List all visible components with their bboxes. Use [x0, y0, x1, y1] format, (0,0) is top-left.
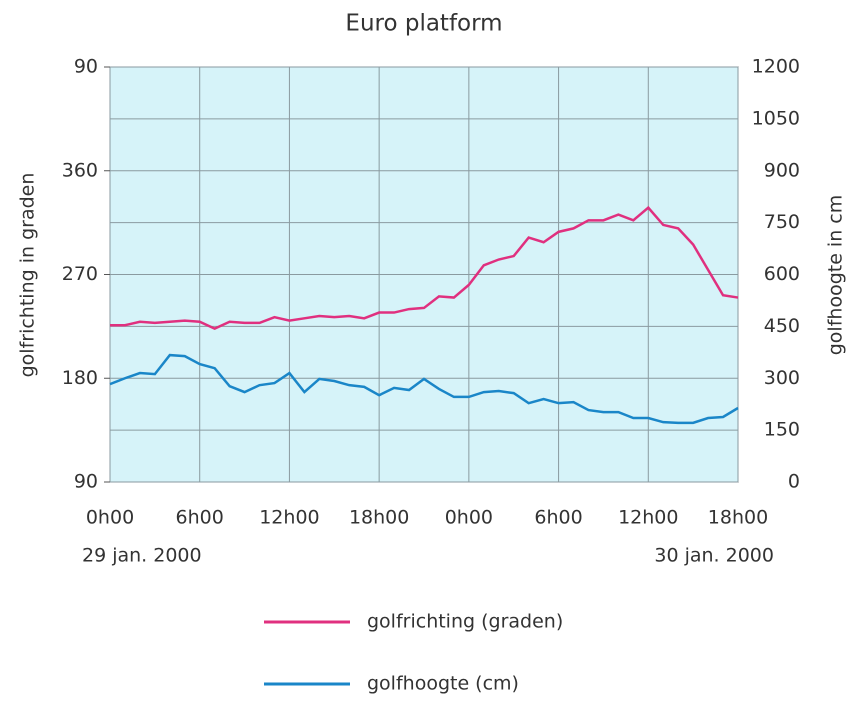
chart-title: Euro platform: [345, 11, 502, 37]
y-tick-label: 90: [74, 471, 98, 493]
date-annotation: 29 jan. 2000: [82, 545, 202, 567]
y2-tick-label: 450: [764, 315, 800, 337]
legend-label: golfrichting (graden): [367, 611, 563, 633]
y2-axis-label: golfhoogte in cm: [825, 195, 847, 356]
date-annotation: 30 jan. 2000: [654, 545, 774, 567]
y2-tick-label: 150: [764, 419, 800, 441]
x-tick-label: 18h00: [708, 507, 768, 529]
y2-tick-label: 1050: [752, 107, 800, 129]
y2-tick-label: 1200: [752, 56, 800, 78]
y-tick-label: 180: [62, 367, 98, 389]
y2-tick-label: 0: [788, 471, 800, 493]
y-tick-label: 90: [74, 56, 98, 78]
y2-tick-label: 900: [764, 159, 800, 181]
y2-tick-label: 600: [764, 263, 800, 285]
y-tick-label: 360: [62, 159, 98, 181]
x-tick-label: 6h00: [534, 507, 582, 529]
y-axis-label: golfrichting in graden: [17, 173, 39, 378]
x-tick-label: 12h00: [259, 507, 319, 529]
y-tick-label: 270: [62, 263, 98, 285]
x-tick-label: 0h00: [86, 507, 134, 529]
y2-tick-label: 750: [764, 211, 800, 233]
x-tick-label: 18h00: [349, 507, 409, 529]
x-tick-label: 0h00: [445, 507, 493, 529]
x-tick-label: 12h00: [618, 507, 678, 529]
y2-tick-label: 300: [764, 367, 800, 389]
x-tick-label: 6h00: [176, 507, 224, 529]
data-line: [109, 353, 739, 425]
data-line: [110, 205, 739, 331]
legend-label: golfhoogte (cm): [367, 673, 519, 695]
